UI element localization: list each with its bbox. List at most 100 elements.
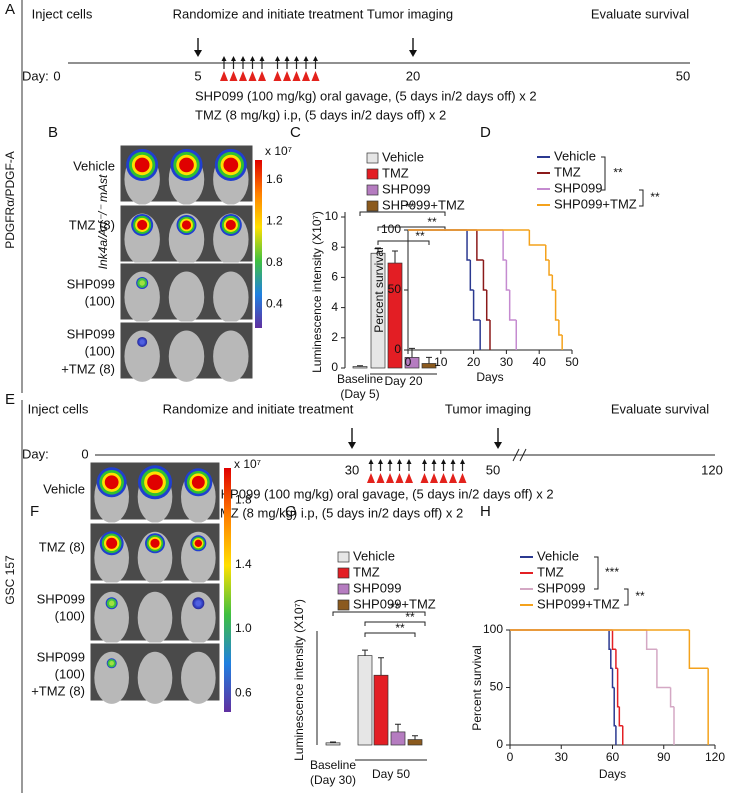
legend-label: SHP099 bbox=[554, 180, 602, 195]
dose-note: TMZ (8 mg/kg) i.p, (5 days in/2 days off… bbox=[195, 107, 446, 122]
dose-marker bbox=[376, 473, 385, 483]
dose-marker bbox=[386, 473, 394, 483]
significance-label: ** bbox=[650, 190, 660, 204]
signal bbox=[147, 474, 163, 491]
bar bbox=[352, 366, 368, 369]
survival-step bbox=[610, 649, 613, 670]
x-group-label: Day 50 bbox=[372, 767, 410, 781]
significance-bracket bbox=[377, 226, 446, 231]
dose-marker bbox=[430, 473, 438, 483]
colorbar bbox=[224, 468, 231, 712]
dose-marker bbox=[449, 473, 457, 483]
event-label: Inject cells bbox=[32, 6, 93, 21]
mouse-body bbox=[94, 591, 129, 644]
survival-step bbox=[615, 649, 618, 670]
survival-step bbox=[485, 290, 490, 321]
error-bar bbox=[378, 657, 384, 676]
legend-label: SHP099+TMZ bbox=[353, 596, 436, 611]
colorbar-tick: 0.8 bbox=[266, 255, 283, 269]
x-tick-label: 0 bbox=[405, 355, 412, 369]
significance-bracket bbox=[594, 556, 599, 590]
dose-arrow-head bbox=[240, 56, 246, 61]
error-bar bbox=[330, 741, 336, 743]
survival-step bbox=[466, 230, 471, 261]
side-label: GSC 157 bbox=[3, 555, 17, 605]
signal bbox=[139, 339, 145, 345]
signal bbox=[181, 220, 192, 230]
y-axis-label: Percent survival bbox=[470, 645, 484, 730]
y-tick-label: 100 bbox=[483, 622, 503, 636]
y-tick-label: 0 bbox=[331, 360, 338, 374]
error-bar bbox=[392, 250, 398, 264]
error-bar bbox=[395, 723, 401, 732]
legend-label: SHP099+TMZ bbox=[554, 196, 637, 211]
dose-arrow-head bbox=[406, 459, 412, 464]
significance-label: ** bbox=[613, 166, 623, 180]
y-tick-label: 8 bbox=[331, 239, 338, 253]
x-group-label: Day 20 bbox=[384, 374, 422, 388]
colorbar-unit: x 10⁷ bbox=[234, 457, 261, 471]
signal bbox=[179, 157, 194, 173]
event-label: Inject cells bbox=[28, 401, 89, 416]
signal bbox=[106, 537, 118, 549]
x-tick-label: 50 bbox=[565, 355, 579, 369]
significance-label: ** bbox=[427, 215, 437, 229]
event-label: Evaluate survival bbox=[591, 6, 689, 21]
day-value: 50 bbox=[486, 462, 500, 477]
dose-arrow-head bbox=[431, 459, 437, 464]
mouse-body bbox=[213, 271, 249, 323]
dose-marker bbox=[239, 71, 247, 81]
dose-note: TMZ (8 mg/kg) i.p, (5 days in/2 days off… bbox=[212, 505, 463, 520]
dose-arrow-head bbox=[378, 459, 383, 464]
bar bbox=[373, 674, 389, 746]
signal bbox=[191, 475, 205, 489]
arrow-head bbox=[348, 442, 356, 449]
survival-step bbox=[669, 687, 674, 708]
event-label: Tumor imaging bbox=[367, 6, 453, 21]
mouse-body bbox=[168, 271, 205, 323]
mouse-body bbox=[94, 651, 129, 704]
signal bbox=[150, 538, 160, 548]
row-label: (100) bbox=[85, 343, 115, 358]
panel-letter: F bbox=[30, 503, 39, 520]
day-label: Day: bbox=[22, 446, 49, 461]
dose-marker bbox=[283, 71, 291, 81]
colorbar-tick: 1.8 bbox=[235, 492, 252, 506]
dose-marker bbox=[405, 473, 413, 483]
x-tick-label: 90 bbox=[657, 750, 671, 764]
legend-swatch bbox=[366, 200, 379, 212]
dose-note: SHP099 (100 mg/kg) oral gavage, (5 days … bbox=[212, 486, 554, 501]
dose-arrow-head bbox=[284, 56, 290, 61]
legend-label: Vehicle bbox=[554, 148, 596, 163]
y-tick-label: 0 bbox=[394, 342, 401, 356]
day-value: 120 bbox=[701, 462, 723, 477]
panel-letter: A bbox=[5, 1, 15, 18]
dose-arrow-head bbox=[231, 56, 236, 61]
bar bbox=[325, 742, 341, 746]
event-label: Tumor imaging bbox=[445, 401, 531, 416]
mouse-body bbox=[181, 531, 216, 584]
legend-swatch bbox=[337, 599, 350, 611]
day-value: 0 bbox=[81, 446, 88, 461]
row-label: SHP099 bbox=[37, 591, 85, 606]
signal bbox=[195, 600, 202, 607]
mouse-body bbox=[137, 651, 173, 704]
significance-label: ** bbox=[415, 229, 425, 243]
panel-letter: H bbox=[480, 503, 491, 520]
colorbar-tick: 1.4 bbox=[235, 557, 252, 571]
dose-marker bbox=[439, 473, 448, 483]
survival-step bbox=[476, 230, 484, 261]
x-category-label: (Day 5) bbox=[340, 387, 379, 401]
error-bar bbox=[375, 247, 381, 254]
bar bbox=[357, 655, 373, 746]
row-label: SHP099 bbox=[67, 326, 115, 341]
y-tick-label: 2 bbox=[331, 330, 338, 344]
dose-marker bbox=[258, 71, 266, 81]
row-label: TMZ (8) bbox=[69, 217, 115, 232]
dose-marker bbox=[292, 71, 301, 81]
significance-bracket bbox=[364, 632, 416, 637]
axis-break bbox=[519, 448, 527, 462]
survival-step bbox=[611, 630, 616, 650]
colorbar-tick: 0.6 bbox=[235, 686, 252, 700]
